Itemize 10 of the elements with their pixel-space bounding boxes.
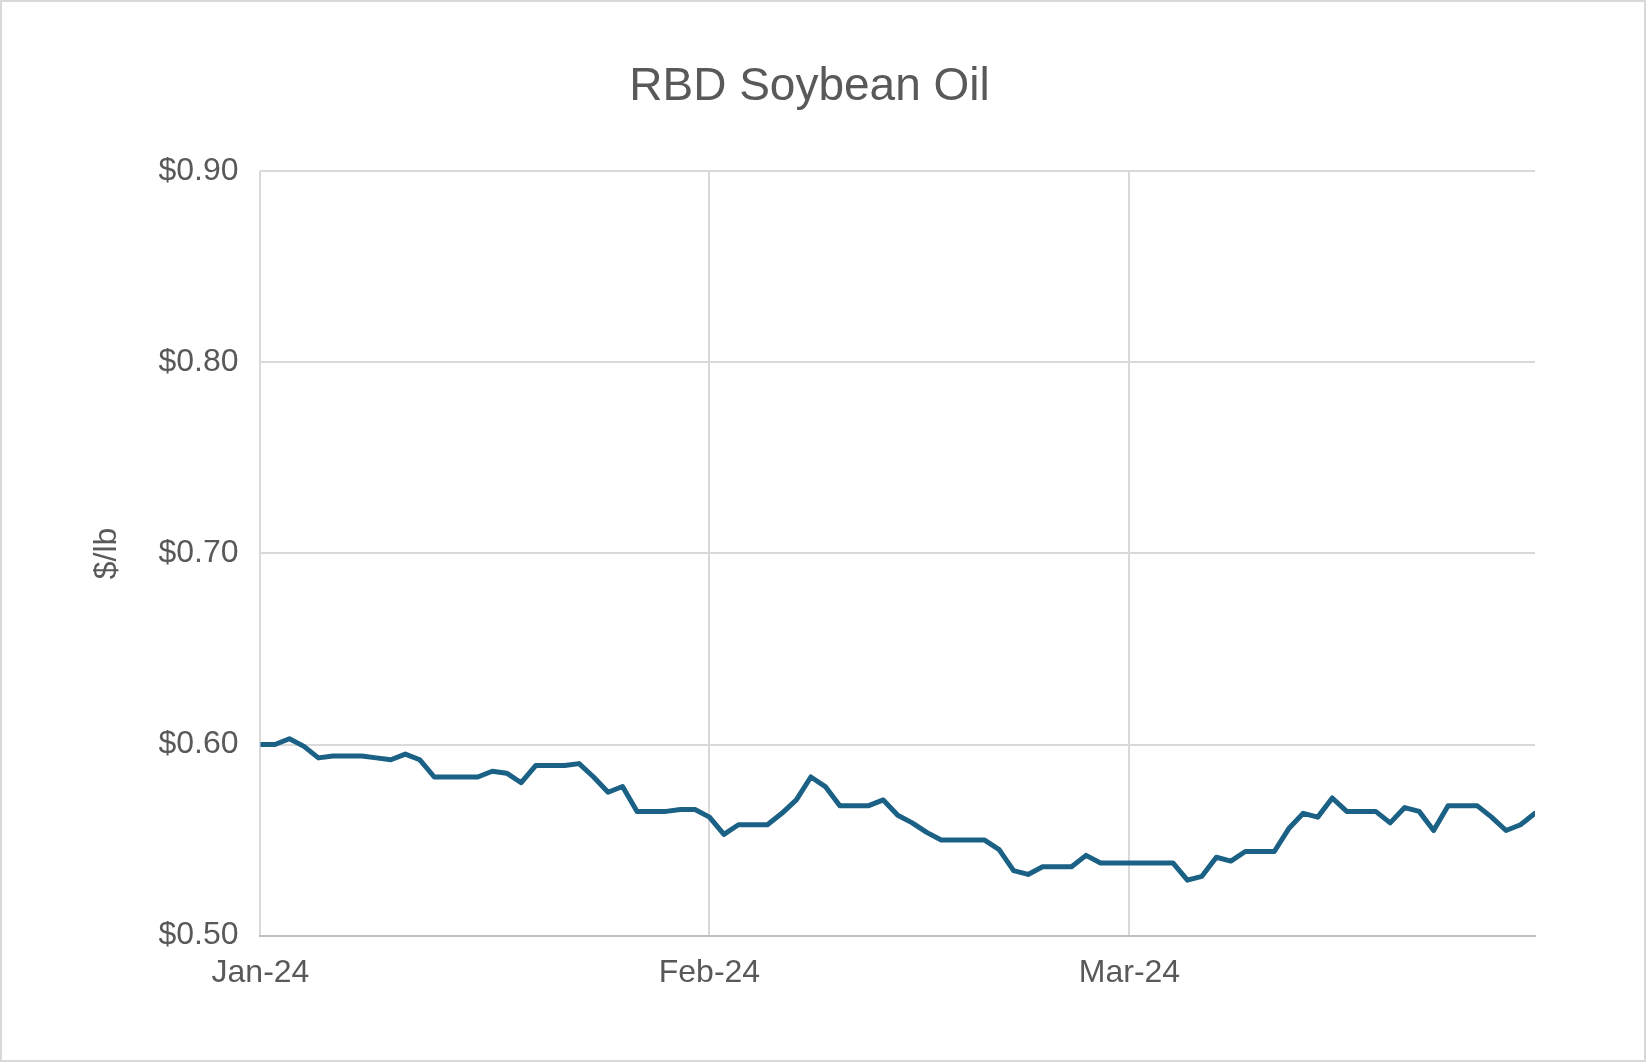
y-axis-title: $/lb [87, 527, 124, 580]
y-tick-label: $0.60 [158, 724, 239, 761]
chart-title: RBD Soybean Oil [629, 58, 990, 111]
x-tick-label: Jan-24 [211, 952, 310, 989]
y-tick-label: $0.50 [158, 915, 239, 952]
y-tick-label: $0.90 [158, 151, 239, 188]
y-tick-label: $0.70 [158, 533, 239, 570]
x-tick-label: Feb-24 [658, 952, 761, 989]
x-tick-label: Mar-24 [1078, 952, 1181, 989]
y-tick-label: $0.80 [158, 342, 239, 379]
